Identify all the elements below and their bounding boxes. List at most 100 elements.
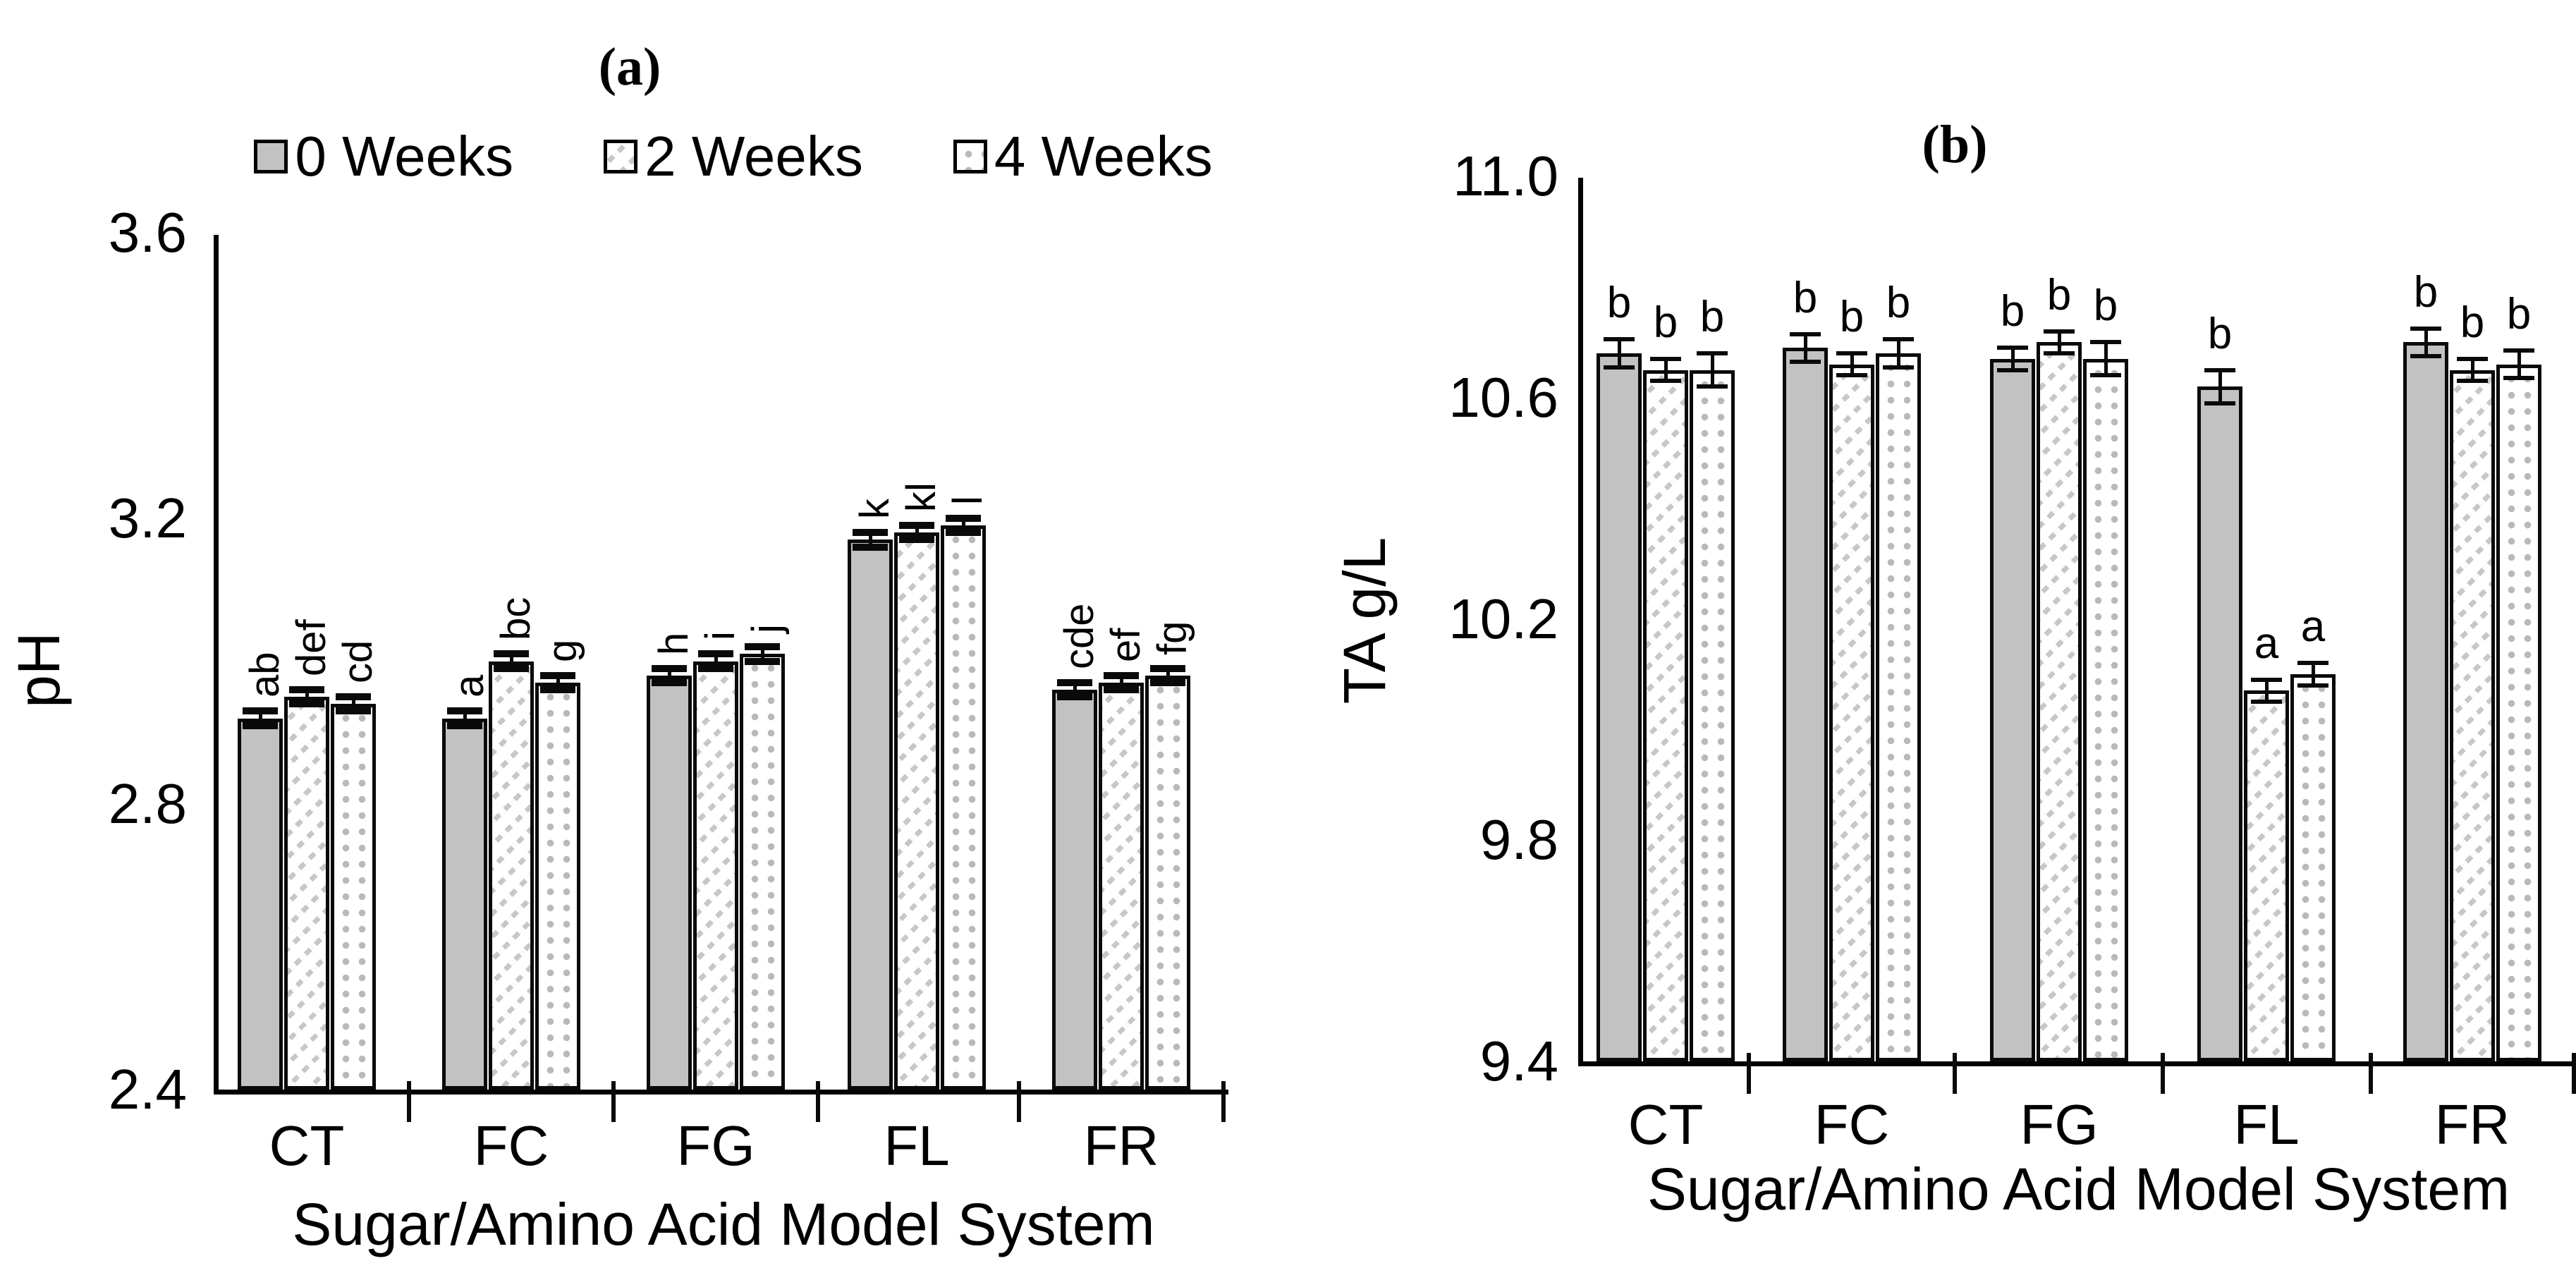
bar-fc-0-weeks <box>442 718 487 1090</box>
significance-label: ab <box>242 652 288 698</box>
significance-label: b <box>2000 287 2025 336</box>
error-bar-cap-bottom <box>1836 373 1867 378</box>
error-bar-cap-top <box>1650 356 1681 361</box>
error-bar-line <box>1073 682 1077 697</box>
error-bar-line <box>556 675 560 690</box>
x-category-label-fl: FL <box>2233 1093 2300 1156</box>
y-tick-label: 2.8 <box>108 772 187 835</box>
y-tick-label: 11.0 <box>1453 145 1558 207</box>
bar-ct-2-weeks <box>1643 370 1688 1061</box>
error-bar-line <box>351 697 355 712</box>
error-bar-cap-bottom <box>899 536 934 544</box>
error-bar-cap-bottom <box>289 700 324 708</box>
error-bar-line <box>1803 334 1807 362</box>
error-bar-line <box>667 668 671 683</box>
significance-label: cde <box>1056 603 1102 669</box>
error-bar-cap-top <box>336 693 371 701</box>
bar-fr-2-weeks <box>2450 370 2495 1061</box>
error-bar-cap-bottom <box>1150 678 1185 686</box>
y-axis-line-b <box>1578 178 1583 1066</box>
error-bar-cap-top <box>2503 348 2534 353</box>
significance-label: b <box>2207 309 2233 358</box>
error-bar-line <box>961 518 965 533</box>
significance-label: b <box>1839 293 1864 341</box>
error-bar-cap-bottom <box>336 707 371 715</box>
error-bar-cap-top <box>540 671 575 679</box>
bar-fl-4-weeks <box>2290 673 2336 1061</box>
x-tick-mark <box>1953 1053 1957 1094</box>
error-bar-line <box>2104 342 2108 376</box>
panel-a-title: (a) <box>598 37 661 97</box>
significance-label: bc <box>493 597 539 641</box>
significance-label: b <box>2093 281 2118 331</box>
error-bar-cap-bottom <box>698 664 733 672</box>
bar-ct-4-weeks <box>331 704 376 1090</box>
error-bar-cap-bottom <box>2503 376 2534 381</box>
bar-fg-2-weeks <box>2037 342 2082 1061</box>
error-bar-cap-bottom <box>2457 379 2488 384</box>
error-bar-line <box>2311 663 2315 685</box>
error-bar-cap-bottom <box>540 686 575 693</box>
error-bar-line <box>305 690 309 705</box>
error-bar-line <box>1664 358 1668 382</box>
x-tick-mark <box>1221 1081 1226 1122</box>
x-tick-mark <box>1747 1053 1751 1094</box>
plot-area-a: 3.6 3.2 2.8 2.4 CT FC FG FL FR ab a h k cde def bc i kl ef… <box>109 202 1226 1177</box>
error-bar-line <box>463 711 467 726</box>
legend-item-0-weeks: 0 Weeks <box>254 124 513 189</box>
bar-fc-2-weeks <box>489 661 534 1090</box>
error-bar-cap-bottom <box>1057 693 1092 701</box>
error-bar-line <box>1119 675 1123 690</box>
error-bar-line <box>1617 339 1621 367</box>
error-bar-cap-bottom <box>1104 686 1139 693</box>
x-tick-mark <box>1017 1081 1021 1122</box>
legend-item-2-weeks: 2 Weeks <box>604 124 863 189</box>
x-tick-mark <box>2161 1053 2165 1094</box>
error-bar-cap-top <box>2251 677 2282 682</box>
error-bar-line <box>258 711 262 726</box>
error-bar-line <box>1896 339 1900 367</box>
x-axis-line-a <box>214 1090 1228 1095</box>
y-tick-label: 3.6 <box>108 201 187 264</box>
error-bar-cap-top <box>652 664 687 672</box>
error-bar-line <box>714 654 718 669</box>
error-bar-cap-bottom <box>745 657 780 665</box>
error-bar-line <box>2264 679 2269 702</box>
plot-area-b: 11.0 10.6 10.2 9.8 9.4 CT FC FG FL FR b b b b b b b b a b b b… <box>1448 145 2576 1156</box>
error-bar-cap-top <box>2090 340 2121 345</box>
error-bar-cap-top <box>1836 351 1867 355</box>
legend: 0 Weeks 2 Weeks 4 Weeks <box>233 114 1234 199</box>
x-category-label-fr: FR <box>2434 1093 2510 1156</box>
error-bar-cap-bottom <box>652 678 687 686</box>
error-bar-cap-top <box>698 650 733 658</box>
significance-label: b <box>2460 298 2485 347</box>
legend-swatch-icon <box>604 140 638 173</box>
significance-label: kl <box>898 482 944 513</box>
bar-fl-0-weeks <box>2197 386 2242 1061</box>
x-category-label-fg: FG <box>676 1114 755 1177</box>
x-axis-title-a: Sugar/Amino Acid Model System <box>292 1191 1155 1257</box>
error-bar-line <box>760 647 764 662</box>
error-bar-cap-top <box>2457 356 2488 361</box>
x-axis-title-b: Sugar/Amino Acid Model System <box>1647 1156 2510 1222</box>
significance-label: a <box>2300 602 2326 652</box>
significance-label: i <box>697 631 743 641</box>
error-bar-line <box>1710 353 1714 387</box>
error-bar-line <box>1166 668 1170 683</box>
error-bar-cap-bottom <box>2204 401 2235 406</box>
significance-label: k <box>852 499 898 520</box>
error-bar-cap-top <box>494 650 529 658</box>
bar-fl-2-weeks <box>2244 690 2289 1061</box>
bar-fg-0-weeks <box>647 675 692 1090</box>
bar-fr-4-weeks <box>1145 675 1190 1090</box>
bar-fl-2-weeks <box>894 532 939 1090</box>
legend-label: 0 Weeks <box>295 125 514 188</box>
error-bar-cap-bottom <box>2044 351 2075 355</box>
error-bar-cap-bottom <box>2090 373 2121 378</box>
bar-fc-0-weeks <box>1783 348 1828 1061</box>
error-bar-line <box>2057 331 2061 353</box>
x-tick-mark <box>407 1081 411 1122</box>
error-bar-line <box>2517 350 2521 379</box>
bar-fg-4-weeks <box>740 654 785 1090</box>
error-bar-cap-top <box>745 643 780 651</box>
